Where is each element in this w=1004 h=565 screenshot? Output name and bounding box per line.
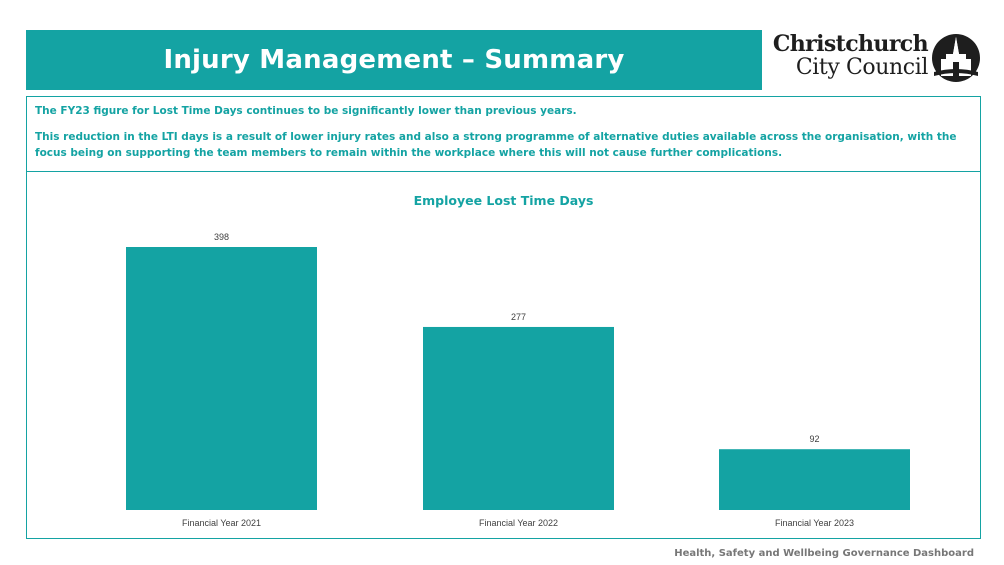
data-label-2: 277 bbox=[511, 312, 526, 322]
bar-3 bbox=[719, 449, 910, 510]
logo-wordmark: Christchurch City Council bbox=[770, 31, 929, 80]
category-label-1: Financial Year 2021 bbox=[182, 518, 261, 528]
chart-panel: Employee Lost Time Days 398 Financial Yea… bbox=[26, 172, 981, 539]
category-label-3: Financial Year 2023 bbox=[775, 518, 854, 528]
summary-box: The FY23 figure for Lost Time Days conti… bbox=[26, 96, 981, 172]
data-label-1: 398 bbox=[214, 232, 229, 242]
summary-paragraph-2: This reduction in the LTI days is a resu… bbox=[35, 131, 957, 159]
title-banner: Injury Management – Summary bbox=[26, 30, 762, 90]
logo-line-1: Christchurch bbox=[772, 31, 929, 57]
council-logo: Christchurch City Council bbox=[770, 32, 985, 84]
chart-title: Employee Lost Time Days bbox=[413, 193, 594, 208]
category-label-2: Financial Year 2022 bbox=[479, 518, 558, 528]
cathedral-emblem-icon bbox=[932, 34, 980, 82]
summary-paragraph-1: The FY23 figure for Lost Time Days conti… bbox=[35, 105, 577, 117]
bar-1 bbox=[126, 247, 317, 510]
bar-2 bbox=[423, 326, 614, 510]
page-title: Injury Management – Summary bbox=[163, 45, 625, 75]
data-label-3: 92 bbox=[809, 434, 819, 444]
footer-text: Health, Safety and Wellbeing Governance … bbox=[674, 548, 974, 559]
logo-line-2: City Council bbox=[795, 55, 929, 80]
bar-chart: 398 Financial Year 2021 277 Financial Year … bbox=[126, 232, 910, 528]
